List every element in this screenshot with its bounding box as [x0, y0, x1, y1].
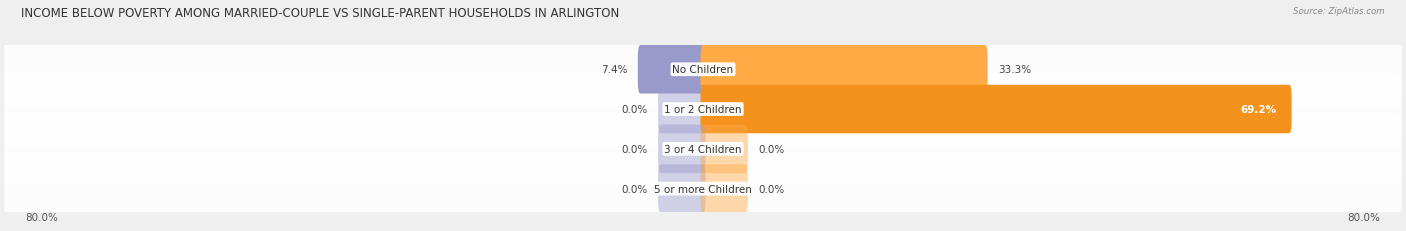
Text: 1 or 2 Children: 1 or 2 Children [664, 105, 742, 115]
Text: 5 or more Children: 5 or more Children [654, 184, 752, 194]
Text: 69.2%: 69.2% [1240, 105, 1277, 115]
FancyBboxPatch shape [700, 85, 1292, 134]
Text: 80.0%: 80.0% [25, 212, 58, 222]
Text: INCOME BELOW POVERTY AMONG MARRIED-COUPLE VS SINGLE-PARENT HOUSEHOLDS IN ARLINGT: INCOME BELOW POVERTY AMONG MARRIED-COUPL… [21, 7, 619, 20]
Text: 3 or 4 Children: 3 or 4 Children [664, 144, 742, 154]
Text: 0.0%: 0.0% [758, 144, 785, 154]
FancyBboxPatch shape [4, 73, 1402, 146]
FancyBboxPatch shape [4, 113, 1402, 185]
Text: No Children: No Children [672, 65, 734, 75]
FancyBboxPatch shape [658, 125, 706, 173]
Text: 0.0%: 0.0% [621, 184, 648, 194]
Text: Source: ZipAtlas.com: Source: ZipAtlas.com [1294, 7, 1385, 16]
Text: 7.4%: 7.4% [602, 65, 627, 75]
Text: 33.3%: 33.3% [998, 65, 1031, 75]
FancyBboxPatch shape [700, 46, 987, 94]
FancyBboxPatch shape [700, 125, 748, 173]
Text: 0.0%: 0.0% [621, 105, 648, 115]
FancyBboxPatch shape [4, 34, 1402, 106]
FancyBboxPatch shape [658, 85, 706, 134]
FancyBboxPatch shape [700, 165, 748, 213]
Text: 0.0%: 0.0% [758, 184, 785, 194]
FancyBboxPatch shape [4, 153, 1402, 225]
FancyBboxPatch shape [658, 165, 706, 213]
Text: 0.0%: 0.0% [621, 144, 648, 154]
FancyBboxPatch shape [638, 46, 706, 94]
Text: 80.0%: 80.0% [1348, 212, 1381, 222]
